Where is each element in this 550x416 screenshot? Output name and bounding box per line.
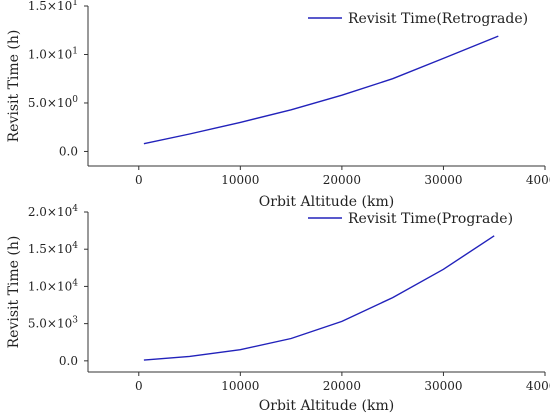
y-tick-mantissa: 2.0×10	[28, 205, 72, 219]
y-tick-mantissa: 1.0×10	[28, 47, 72, 61]
y-tick-label: 1.5×104	[28, 241, 78, 256]
x-tick-label: 40000	[526, 379, 550, 393]
legend-label: Revisit Time(Retrograde)	[348, 11, 528, 27]
x-tick-label: 40000	[526, 173, 550, 187]
x-tick-label: 0	[135, 379, 143, 393]
x-axis-label: Orbit Altitude (km)	[259, 194, 394, 210]
y-axis-label: Revisit Time (h)	[6, 30, 22, 143]
chart-1: 0100002000030000400000.05.0×1001.0×1011.…	[6, 0, 550, 210]
x-tick-label: 30000	[424, 173, 462, 187]
y-tick-label: 1.5×101	[28, 0, 78, 13]
y-axis-label: Revisit Time (h)	[6, 236, 22, 349]
y-tick-exponent: 3	[72, 316, 78, 326]
y-tick-label: 5.0×103	[28, 316, 78, 331]
y-tick-mantissa: 5.0×10	[28, 317, 72, 331]
y-tick-mantissa: 0.0	[59, 144, 78, 158]
y-tick-mantissa: 1.5×10	[28, 0, 72, 13]
series-line-1	[143, 35, 499, 145]
y-tick-exponent: 1	[72, 46, 78, 56]
y-tick-label: 2.0×104	[28, 204, 78, 219]
y-tick-mantissa: 0.0	[59, 354, 78, 368]
y-tick-label: 5.0×100	[28, 95, 78, 110]
y-tick-exponent: 1	[72, 0, 78, 8]
y-tick-mantissa: 5.0×10	[28, 96, 72, 110]
y-tick-exponent: 0	[72, 95, 78, 105]
x-axis-label: Orbit Altitude (km)	[259, 398, 394, 414]
x-tick-label: 20000	[323, 173, 361, 187]
y-tick-label: 0.0	[59, 144, 78, 158]
x-tick-label: 30000	[424, 379, 462, 393]
x-tick-label: 0	[135, 173, 143, 187]
y-tick-exponent: 4	[72, 241, 78, 251]
y-tick-mantissa: 1.0×10	[28, 279, 72, 293]
x-tick-label: 10000	[221, 379, 259, 393]
chart-2: 0100002000030000400000.05.0×1031.0×1041.…	[6, 204, 550, 414]
y-tick-label: 1.0×104	[28, 278, 78, 293]
x-tick-label: 20000	[323, 379, 361, 393]
y-tick-exponent: 4	[72, 204, 78, 214]
legend-label: Revisit Time(Prograde)	[348, 211, 513, 227]
y-tick-label: 0.0	[59, 354, 78, 368]
y-tick-label: 1.0×101	[28, 46, 78, 61]
y-tick-mantissa: 1.5×10	[28, 242, 72, 256]
series-line-1	[143, 235, 495, 361]
y-tick-exponent: 4	[72, 278, 78, 288]
x-tick-label: 10000	[221, 173, 259, 187]
